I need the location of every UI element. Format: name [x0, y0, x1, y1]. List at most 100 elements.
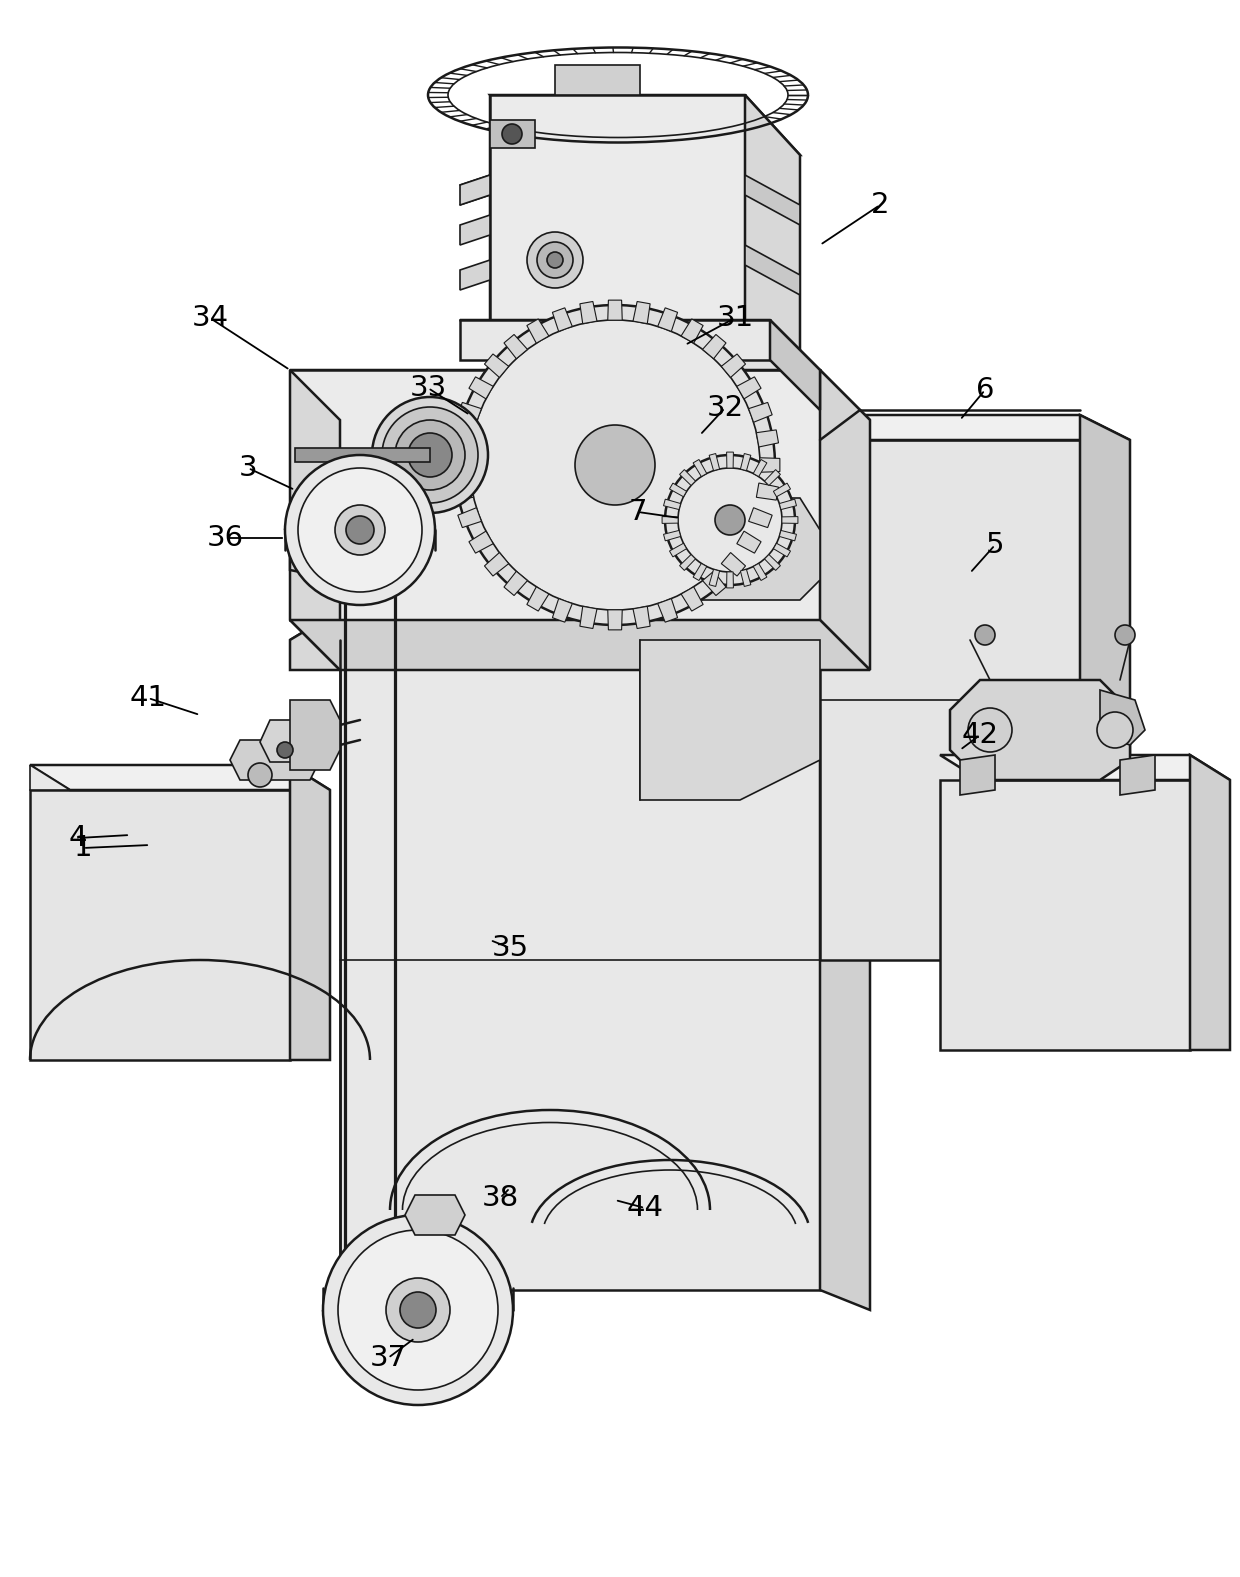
Polygon shape: [770, 320, 820, 410]
Circle shape: [346, 516, 374, 544]
Circle shape: [372, 397, 489, 513]
Polygon shape: [820, 415, 1130, 440]
Polygon shape: [460, 320, 770, 360]
Text: 42: 42: [961, 721, 998, 749]
Polygon shape: [290, 490, 370, 513]
Polygon shape: [670, 483, 687, 497]
Polygon shape: [290, 610, 340, 670]
Text: 35: 35: [491, 934, 528, 962]
Circle shape: [396, 419, 465, 490]
Polygon shape: [1190, 755, 1230, 1050]
Polygon shape: [657, 308, 677, 331]
Circle shape: [248, 763, 272, 787]
Polygon shape: [779, 500, 796, 509]
Polygon shape: [756, 483, 779, 500]
Polygon shape: [405, 1195, 465, 1235]
Polygon shape: [632, 607, 650, 629]
Polygon shape: [765, 555, 780, 571]
Polygon shape: [490, 120, 534, 148]
Circle shape: [401, 1292, 436, 1328]
Circle shape: [547, 252, 563, 268]
Circle shape: [665, 456, 795, 585]
Circle shape: [502, 125, 522, 144]
Polygon shape: [703, 334, 727, 358]
Polygon shape: [680, 470, 696, 486]
Circle shape: [322, 1214, 513, 1405]
Polygon shape: [670, 542, 687, 557]
Polygon shape: [709, 569, 719, 587]
Polygon shape: [640, 640, 820, 800]
Polygon shape: [340, 640, 820, 1290]
Polygon shape: [30, 765, 330, 790]
Text: 31: 31: [717, 304, 754, 333]
Polygon shape: [608, 300, 622, 320]
Polygon shape: [451, 431, 474, 446]
Polygon shape: [779, 530, 796, 541]
Polygon shape: [940, 755, 1230, 781]
Polygon shape: [727, 453, 733, 468]
Polygon shape: [556, 65, 640, 95]
Polygon shape: [260, 721, 320, 762]
Polygon shape: [1080, 415, 1130, 979]
Polygon shape: [740, 454, 751, 470]
Polygon shape: [451, 483, 474, 500]
Polygon shape: [608, 610, 622, 629]
Polygon shape: [693, 459, 707, 476]
Polygon shape: [756, 431, 779, 446]
Polygon shape: [681, 587, 703, 610]
Circle shape: [975, 624, 994, 645]
Polygon shape: [660, 498, 820, 599]
Polygon shape: [703, 571, 727, 596]
Polygon shape: [1100, 691, 1145, 744]
Polygon shape: [290, 371, 820, 620]
Text: 32: 32: [707, 394, 744, 423]
Circle shape: [968, 708, 1012, 752]
Polygon shape: [229, 740, 320, 781]
Circle shape: [575, 424, 655, 505]
Polygon shape: [485, 552, 508, 576]
Polygon shape: [760, 457, 780, 472]
Polygon shape: [745, 175, 800, 226]
Polygon shape: [30, 790, 290, 1060]
Polygon shape: [458, 508, 481, 528]
Polygon shape: [490, 95, 539, 371]
Polygon shape: [745, 244, 800, 295]
Polygon shape: [709, 454, 719, 470]
Polygon shape: [782, 517, 797, 524]
Circle shape: [335, 505, 384, 555]
Text: 36: 36: [206, 524, 243, 552]
Polygon shape: [940, 781, 1190, 1050]
Circle shape: [455, 304, 775, 624]
Polygon shape: [1120, 755, 1154, 795]
Text: 2: 2: [870, 191, 889, 219]
Polygon shape: [820, 371, 870, 670]
Polygon shape: [460, 320, 820, 371]
Polygon shape: [632, 301, 650, 323]
Polygon shape: [503, 571, 527, 596]
Polygon shape: [485, 353, 508, 377]
Polygon shape: [290, 371, 870, 419]
Polygon shape: [290, 620, 870, 670]
Text: 44: 44: [626, 1194, 663, 1222]
Polygon shape: [295, 448, 430, 462]
Polygon shape: [722, 353, 745, 377]
Polygon shape: [737, 531, 761, 554]
Polygon shape: [460, 175, 490, 205]
Polygon shape: [290, 371, 340, 670]
Polygon shape: [657, 599, 677, 623]
Polygon shape: [490, 95, 800, 155]
Polygon shape: [753, 459, 766, 476]
Text: 37: 37: [370, 1344, 407, 1372]
Polygon shape: [663, 530, 681, 541]
Circle shape: [339, 1230, 498, 1389]
Polygon shape: [30, 765, 69, 790]
Circle shape: [715, 505, 745, 535]
Circle shape: [1115, 624, 1135, 645]
Polygon shape: [774, 542, 791, 557]
Polygon shape: [580, 607, 596, 629]
Polygon shape: [290, 700, 340, 770]
Polygon shape: [680, 555, 696, 571]
Polygon shape: [765, 470, 780, 486]
Polygon shape: [820, 440, 1080, 960]
Polygon shape: [820, 640, 870, 1310]
